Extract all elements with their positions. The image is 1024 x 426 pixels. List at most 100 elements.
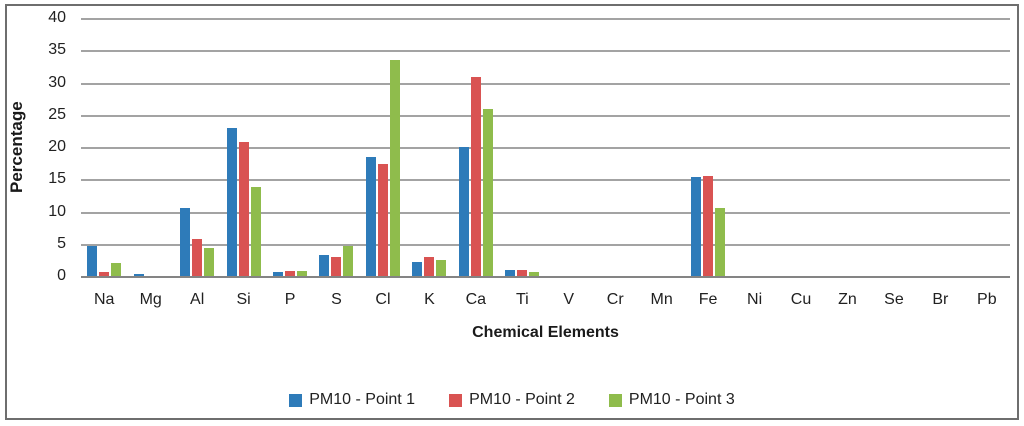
legend-item-3: PM10 - Point 3 xyxy=(608,391,735,409)
bar-group-ti xyxy=(499,18,545,276)
x-tick-label-br: Br xyxy=(932,291,949,308)
y-tick-label: 30 xyxy=(48,73,66,91)
y-tick-label: 20 xyxy=(48,138,66,155)
bar-series2-s xyxy=(331,257,342,276)
bar-series3-al xyxy=(204,248,215,276)
plot-area xyxy=(81,18,1010,278)
legend-label: PM10 - Point 1 xyxy=(309,391,416,408)
x-tick-label-si: Si xyxy=(236,291,251,308)
bar-group-v xyxy=(546,18,592,276)
x-tick-label-p: P xyxy=(284,291,296,308)
bar-series1-na xyxy=(87,245,98,276)
legend-label: PM10 - Point 2 xyxy=(469,391,575,408)
bar-series1-s xyxy=(319,255,330,276)
legend-item-1: PM10 - Point 1 xyxy=(289,391,415,409)
bar-series3-k xyxy=(436,259,447,276)
legend-item-2: PM10 - Point 2 xyxy=(449,391,575,409)
bar-series1-cl xyxy=(365,157,376,276)
bar-series1-ti xyxy=(505,269,516,276)
bar-series3-na xyxy=(111,263,122,276)
bar-series3-s xyxy=(343,245,354,276)
bar-series1-p xyxy=(273,272,284,276)
legend-label: PM10 - Point 3 xyxy=(628,391,735,408)
x-tick-label-ni: Ni xyxy=(747,291,763,308)
bar-group-cr xyxy=(592,18,638,276)
x-axis-title: Chemical Elements xyxy=(472,324,619,341)
y-tick-label: 35 xyxy=(48,41,66,59)
bar-group-p xyxy=(267,18,313,276)
x-tick-label-cr: Cr xyxy=(606,291,624,308)
bar-series2-p xyxy=(285,270,296,276)
y-tick-label: 15 xyxy=(48,170,66,188)
bar-group-fe xyxy=(685,18,731,276)
x-tick-label-se: Se xyxy=(884,291,904,308)
gridline xyxy=(81,211,1010,214)
bar-group-pb xyxy=(964,18,1010,276)
bar-group-br xyxy=(917,18,963,276)
x-tick-label-ca: Ca xyxy=(465,291,487,308)
legend-swatch-icon xyxy=(449,393,463,407)
x-axis-labels: Na Mg Al Si P S Cl K Ca Ti V Cr Mn Fe Ni Cu Zn Se Br Pb xyxy=(81,291,1010,309)
legend: PM10 - Point 1 PM10 - Point 2 PM10 - Point… xyxy=(0,391,1024,409)
bar-series1-k xyxy=(412,262,423,276)
bar-group-al xyxy=(174,18,220,276)
bar-group-se xyxy=(871,18,917,276)
bar-series3-ti xyxy=(529,272,540,276)
gridline xyxy=(81,18,1010,20)
y-tick-label: 10 xyxy=(48,202,66,220)
bar-group-na xyxy=(81,18,127,276)
x-axis-line xyxy=(81,276,1010,278)
bar-group-mn xyxy=(638,18,684,276)
bar-series3-ca xyxy=(482,108,493,276)
bar-group-s xyxy=(313,18,359,276)
x-tick-label-s: S xyxy=(331,291,342,308)
bar-series2-na xyxy=(99,271,110,276)
gridline xyxy=(81,179,1010,182)
bar-series2-cl xyxy=(377,163,388,276)
bar-series3-fe xyxy=(715,208,726,276)
y-tick-label: 0 xyxy=(57,267,66,284)
bar-series2-ti xyxy=(517,269,528,276)
bar-group-mg xyxy=(127,18,173,276)
bar-series2-ca xyxy=(470,77,481,276)
bar-group-ni xyxy=(731,18,777,276)
gridline xyxy=(81,114,1010,117)
x-tick-label-cl: Cl xyxy=(375,291,391,308)
y-axis-ticks: 40 35 30 25 20 15 10 5 0 xyxy=(0,9,66,284)
legend-swatch-icon xyxy=(608,393,622,407)
x-tick-label-mg: Mg xyxy=(139,291,162,308)
bar-series2-fe xyxy=(703,176,714,276)
bar-series3-si xyxy=(250,187,261,276)
bar-groups xyxy=(81,18,1010,276)
gridline xyxy=(81,50,1010,53)
bar-series3-p xyxy=(297,270,308,276)
bar-series3-cl xyxy=(389,59,400,276)
bar-series2-k xyxy=(424,256,435,276)
gridline xyxy=(81,243,1010,246)
x-tick-label-k: K xyxy=(424,291,435,308)
bar-series1-al xyxy=(180,208,191,276)
x-tick-label-cu: Cu xyxy=(790,291,812,308)
bar-group-k xyxy=(406,18,452,276)
x-tick-label-fe: Fe xyxy=(698,291,718,308)
x-tick-label-mn: Mn xyxy=(650,291,673,308)
bar-series2-si xyxy=(238,141,249,276)
gridline xyxy=(81,147,1010,149)
legend-swatch-icon xyxy=(289,393,303,407)
bar-group-cu xyxy=(778,18,824,276)
bar-series1-si xyxy=(226,127,237,276)
x-tick-label-ti: Ti xyxy=(515,291,529,308)
x-tick-label-na: Na xyxy=(94,291,115,308)
bar-group-si xyxy=(220,18,266,276)
bar-group-cl xyxy=(360,18,406,276)
x-tick-label-zn: Zn xyxy=(838,291,857,308)
bar-group-ca xyxy=(453,18,499,276)
x-tick-label-pb: Pb xyxy=(977,291,997,308)
x-tick-label-al: Al xyxy=(190,291,205,308)
bar-series1-fe xyxy=(691,177,702,276)
x-tick-label-v: V xyxy=(563,291,575,308)
gridline xyxy=(81,82,1010,85)
bar-series2-al xyxy=(192,238,203,276)
y-tick-label: 40 xyxy=(48,9,66,26)
y-tick-label: 25 xyxy=(48,105,66,123)
